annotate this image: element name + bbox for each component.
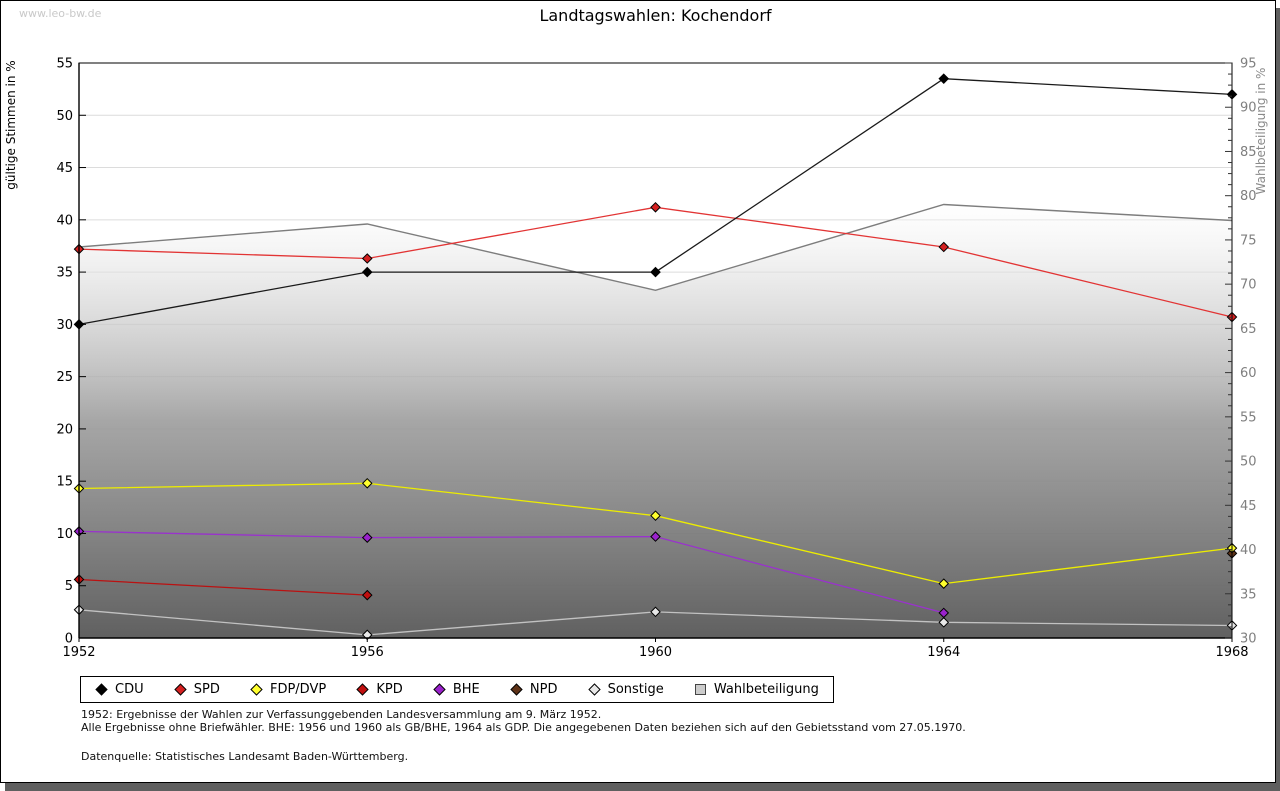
legend-label: KPD bbox=[376, 682, 403, 697]
spd-point-1964 bbox=[938, 241, 950, 253]
right-tick-label: 50 bbox=[1240, 455, 1257, 470]
left-tick-label: 35 bbox=[56, 266, 73, 281]
watermark: www.leo-bw.de bbox=[19, 7, 102, 20]
chart-canvas: 1952 1956 1960 1964 1968 0 5 10 15 20 25 30 35 40 45 50… bbox=[4, 57, 1268, 661]
cdu-point-1960 bbox=[650, 266, 661, 278]
legend-item-npd: NPD bbox=[510, 682, 558, 697]
legend-item-kpd: KPD bbox=[356, 682, 403, 697]
fdp-dvp-point-1960 bbox=[650, 510, 661, 521]
series-spd bbox=[73, 201, 1238, 323]
right-tick-label: 65 bbox=[1240, 322, 1257, 337]
npd-marker-icon bbox=[510, 683, 523, 696]
left-tick-label: 40 bbox=[56, 213, 73, 228]
spd-point-1956 bbox=[361, 253, 373, 264]
x-tick-label: 1956 bbox=[351, 645, 384, 660]
legend-label: SPD bbox=[193, 682, 220, 697]
left-axis-title: gültige Stimmen in % bbox=[4, 60, 18, 189]
left-tick-label: 0 bbox=[65, 632, 73, 647]
bhe-point-1960 bbox=[650, 531, 661, 542]
series-fdp-dvp bbox=[73, 477, 1238, 589]
kpd-marker-icon bbox=[356, 683, 370, 696]
left-tick-label: 5 bbox=[65, 579, 73, 594]
left-tick-label: 20 bbox=[56, 422, 73, 437]
right-tick-label: 70 bbox=[1240, 278, 1257, 293]
series-line-kpd bbox=[78, 578, 368, 596]
right-axis: 30 35 40 45 50 55 60 65 70 75 80 85 90 95 bbox=[1225, 57, 1257, 647]
x-tick-label: 1952 bbox=[62, 645, 95, 660]
right-tick-label: 90 bbox=[1240, 101, 1257, 116]
x-tick-label: 1968 bbox=[1215, 645, 1248, 660]
bhe-point-1956 bbox=[361, 532, 373, 543]
left-tick-label: 50 bbox=[56, 109, 73, 124]
x-axis: 1952 1956 1960 1964 1968 bbox=[62, 638, 1249, 660]
bhe-point-1964 bbox=[938, 607, 950, 619]
legend-label: Sonstige bbox=[607, 682, 664, 697]
series-line-bhe bbox=[78, 530, 944, 614]
right-tick-label: 45 bbox=[1240, 499, 1257, 514]
left-tick-label: 30 bbox=[56, 318, 73, 333]
footnote-line: Alle Ergebnisse ohne Briefwähler. BHE: 1… bbox=[81, 721, 966, 734]
legend-item-cdu: CDU bbox=[95, 682, 144, 697]
right-tick-label: 80 bbox=[1240, 189, 1257, 204]
right-tick-label: 55 bbox=[1240, 410, 1257, 425]
right-tick-label: 85 bbox=[1240, 145, 1257, 160]
fdp-dvp-point-1956 bbox=[361, 477, 373, 489]
cdu-point-1964 bbox=[938, 73, 950, 84]
legend-item-sonstige: Sonstige bbox=[587, 682, 664, 697]
left-tick-label: 10 bbox=[56, 527, 73, 542]
legend-label: Wahlbeteiligung bbox=[713, 682, 819, 697]
series-line-wahlbeteiligung bbox=[78, 203, 1233, 292]
page-title: Landtagswahlen: Kochendorf bbox=[539, 6, 772, 25]
x-tick-label: 1964 bbox=[927, 645, 960, 660]
legend-label: NPD bbox=[529, 682, 558, 697]
legend-item-spd: SPD bbox=[174, 682, 220, 697]
sonstige-point-1960 bbox=[650, 606, 661, 618]
legend-item-bhe: BHE bbox=[433, 682, 480, 697]
footnote-source: Datenquelle: Statistisches Landesamt Bad… bbox=[81, 750, 409, 763]
right-tick-label: 30 bbox=[1240, 632, 1257, 647]
kpd-point-1956 bbox=[361, 589, 373, 601]
bhe-marker-icon bbox=[433, 683, 446, 696]
left-tick-label: 45 bbox=[56, 161, 73, 176]
right-tick-label: 75 bbox=[1240, 233, 1257, 248]
left-tick-label: 25 bbox=[56, 370, 73, 385]
right-tick-label: 35 bbox=[1240, 587, 1257, 602]
series-sonstige bbox=[73, 604, 1238, 641]
right-tick-label: 95 bbox=[1240, 57, 1257, 72]
participation-area bbox=[79, 204, 1232, 638]
fdp-dvp-point-1964 bbox=[938, 578, 950, 589]
legend-item-wahlbeteiligung: Wahlbeteiligung bbox=[694, 682, 819, 697]
left-tick-label: 15 bbox=[56, 475, 73, 490]
legend-label: CDU bbox=[115, 682, 144, 697]
cdu-point-1956 bbox=[361, 266, 373, 278]
legend-label: FDP/DVP bbox=[269, 682, 327, 697]
fdp-dvp-marker-icon bbox=[250, 683, 263, 696]
chart-legend: CDU SPD FDP/DVP KPD BHE NPD Sonstige Wahlbeteil… bbox=[80, 676, 834, 703]
spd-point-1960 bbox=[650, 201, 661, 213]
cdu-marker-icon bbox=[95, 683, 108, 696]
sonstige-marker-icon bbox=[587, 683, 601, 696]
right-tick-label: 40 bbox=[1240, 543, 1257, 558]
legend-label: BHE bbox=[452, 682, 480, 697]
right-axis-title: Wahlbeteiligung in % bbox=[1254, 68, 1268, 195]
left-axis: 0 5 10 15 20 25 30 35 40 45 50 55 bbox=[56, 57, 86, 647]
x-tick-label: 1960 bbox=[639, 645, 672, 660]
left-tick-label: 55 bbox=[56, 57, 73, 72]
footnote-line: 1952: Ergebnisse der Wahlen zur Verfassu… bbox=[81, 708, 602, 721]
wahlbeteiligung-marker-icon bbox=[694, 684, 706, 695]
sonstige-point-1964 bbox=[938, 617, 950, 628]
footnotes: 1952: Ergebnisse der Wahlen zur Verfassu… bbox=[81, 708, 966, 763]
legend-item-fdp-dvp: FDP/DVP bbox=[250, 682, 326, 697]
spd-marker-icon bbox=[174, 683, 187, 696]
right-tick-label: 60 bbox=[1240, 366, 1257, 381]
